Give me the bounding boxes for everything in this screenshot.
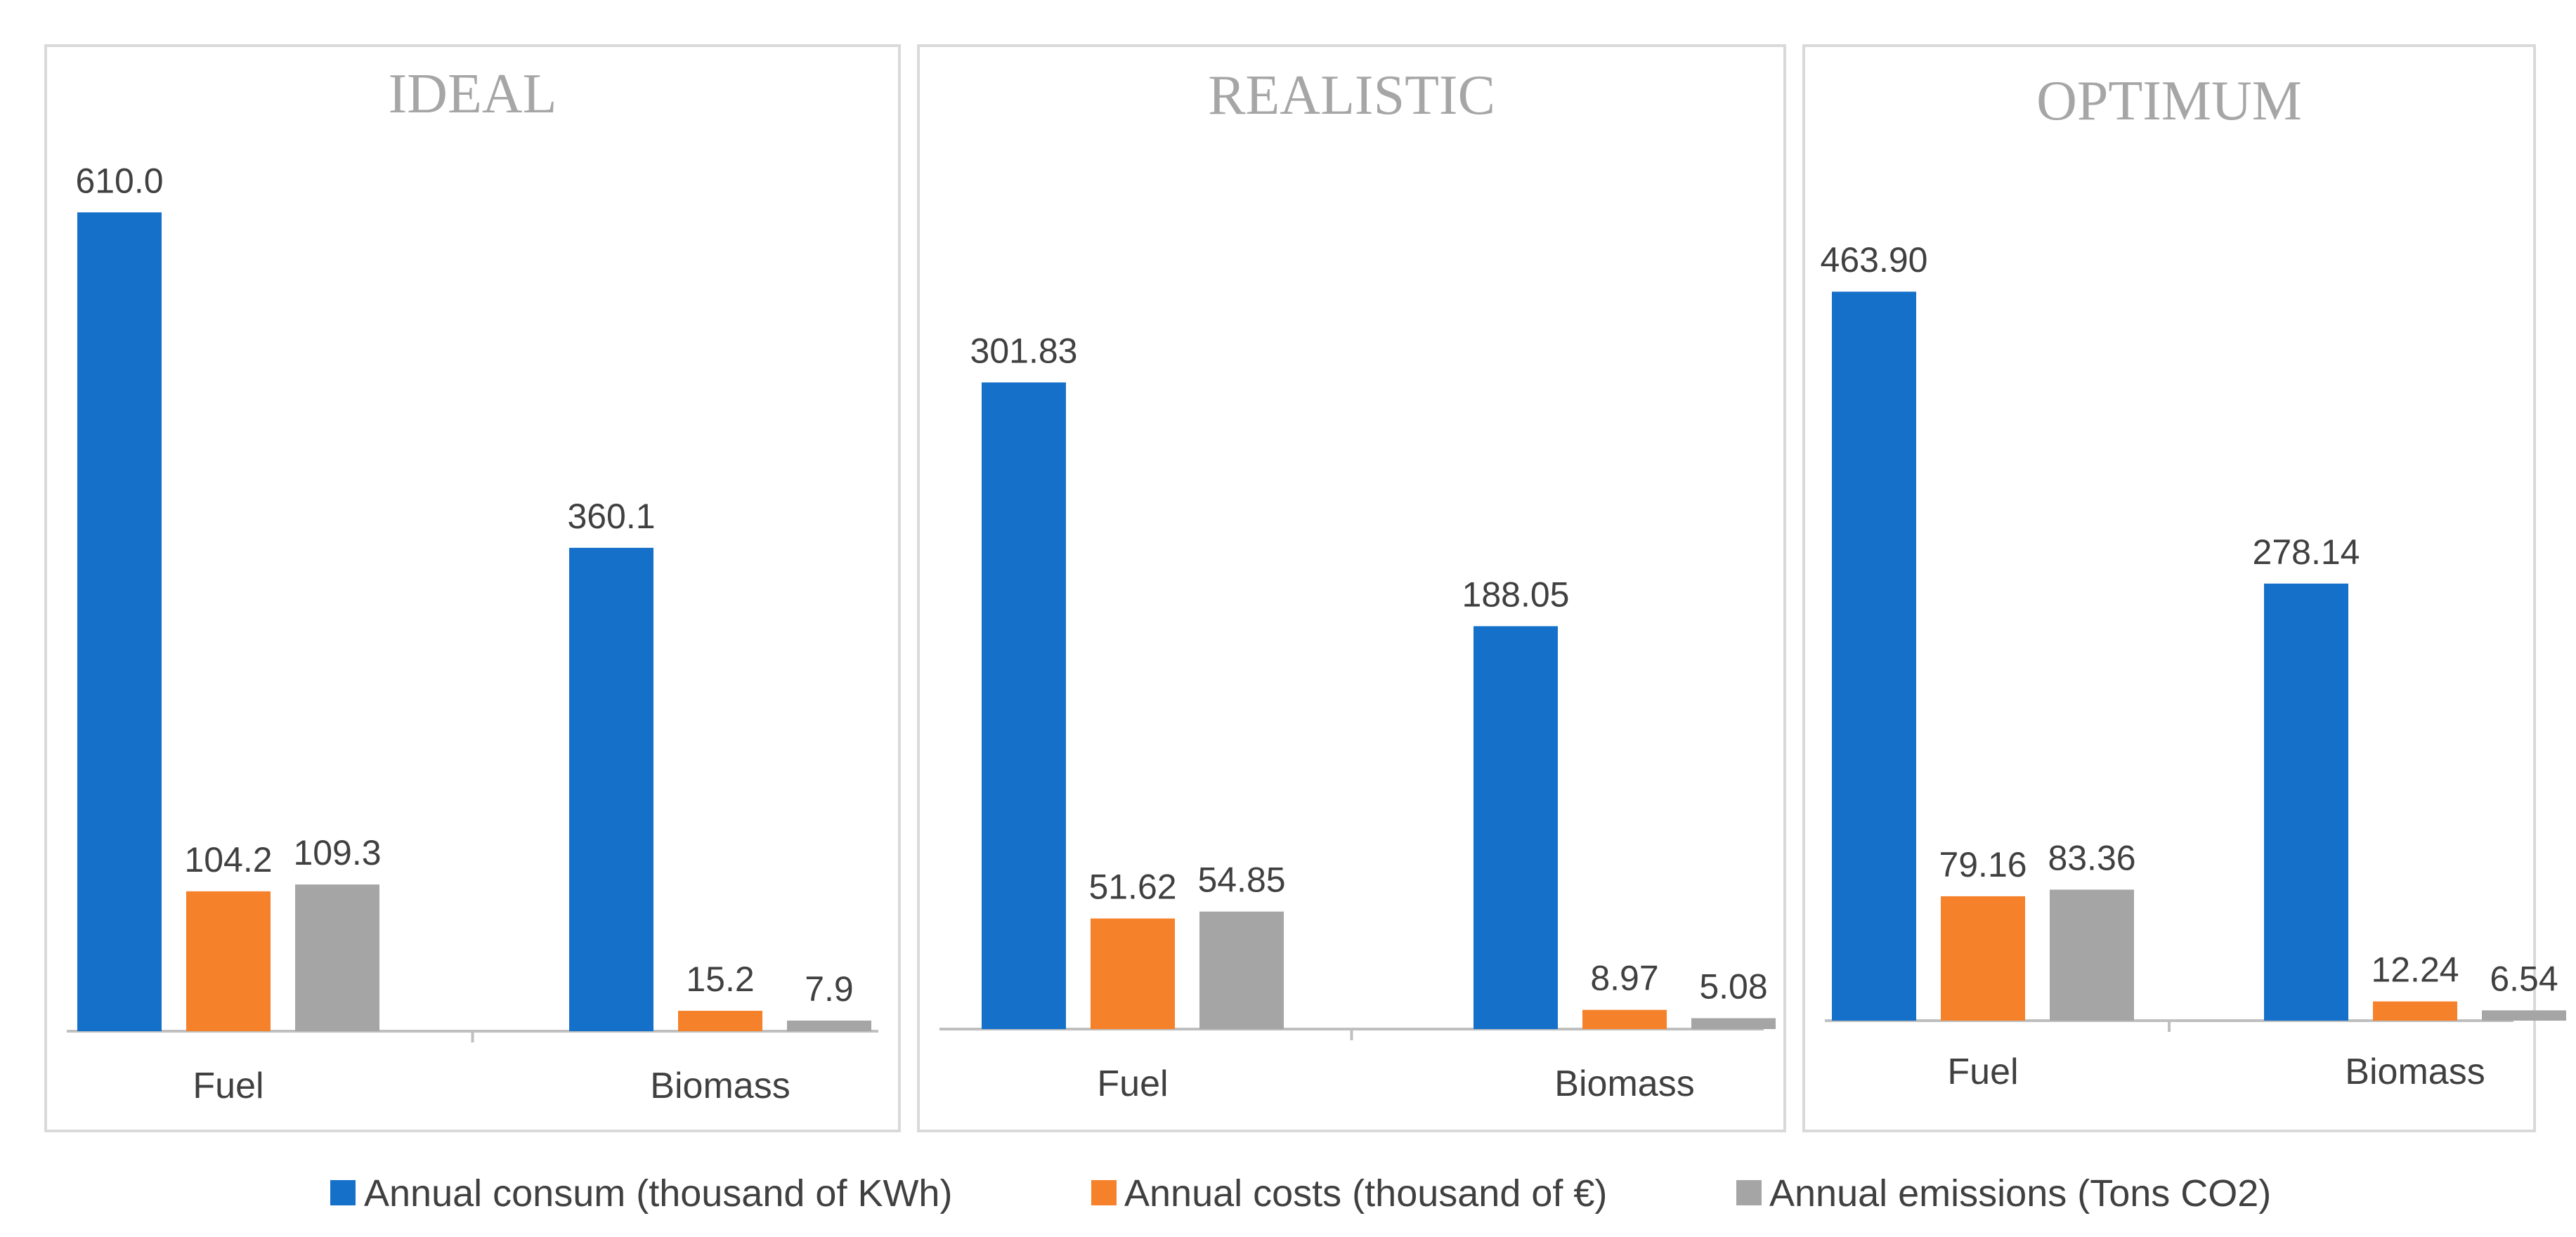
data-label: 278.14: [2253, 532, 2360, 572]
data-label: 51.62: [1088, 868, 1176, 907]
bar-ideal-fuel-series-1: [77, 212, 162, 1031]
bar-realistic-fuel-series-2: [1091, 918, 1175, 1029]
panel-title: IDEAL: [389, 63, 557, 125]
chart-panels: IDEAL 610.0 104.2 109.3 Fuel 360.1 15.2 7.9 Biom…: [44, 44, 2566, 1132]
data-label: 83.36: [2048, 839, 2135, 878]
panel-ideal: IDEAL 610.0 104.2 109.3 Fuel 360.1 15.2 7.9 Biom…: [44, 44, 901, 1132]
bar-optimum-fuel-series-1: [1832, 292, 1916, 1021]
panel-border: [44, 44, 901, 1132]
bar-optimum-fuel-series-3: [2050, 889, 2134, 1021]
bar-realistic-biomass-series-2: [1582, 1009, 1667, 1029]
category-label-biomass: Biomass: [2345, 1052, 2485, 1092]
panel-realistic: REALISTIC 301.83 51.62 54.85 Fuel 188.05 8.97 5…: [917, 44, 1786, 1132]
data-label: 463.90: [1821, 240, 1928, 280]
legend-swatch-costs: [1091, 1180, 1117, 1205]
legend-label-consum: Annual consum (thousand of KWh): [364, 1172, 952, 1215]
bar-optimum-biomass-series-2: [2373, 1001, 2457, 1021]
bar-ideal-biomass-series-1: [569, 547, 653, 1031]
category-label-fuel: Fuel: [1947, 1052, 2018, 1092]
bar-ideal-biomass-series-2: [678, 1010, 762, 1031]
data-label: 104.2: [184, 840, 272, 879]
data-label: 79.16: [1939, 845, 2027, 884]
bar-realistic-fuel-series-3: [1199, 911, 1284, 1029]
bar-realistic-biomass-series-1: [1474, 626, 1558, 1029]
data-label: 54.85: [1197, 860, 1285, 900]
data-label: 109.3: [293, 833, 381, 872]
category-label-biomass: Biomass: [1554, 1063, 1694, 1104]
bar-optimum-fuel-series-2: [1941, 896, 2025, 1021]
panel-optimum: OPTIMUM 463.90 79.16 83.36 Fuel 278.14 12.24 6.…: [1802, 44, 2566, 1132]
data-label: 301.83: [970, 331, 1078, 370]
data-label: 12.24: [2371, 950, 2459, 990]
data-label: 6.54: [2490, 959, 2558, 998]
panel-title: OPTIMUM: [2036, 70, 2302, 132]
legend-swatch-emissions: [1736, 1180, 1762, 1205]
category-label-biomass: Biomass: [650, 1066, 790, 1106]
legend-label-emissions: Annual emissions (Tons CO2): [1769, 1172, 2271, 1215]
bar-optimum-biomass-series-1: [2264, 583, 2348, 1021]
data-label: 188.05: [1462, 575, 1570, 614]
data-label: 8.97: [1590, 959, 1658, 998]
data-label: 360.1: [567, 497, 655, 536]
category-label-fuel: Fuel: [1097, 1063, 1168, 1104]
panel-title: REALISTIC: [1208, 65, 1495, 126]
bar-realistic-fuel-series-1: [982, 382, 1066, 1029]
bar-realistic-biomass-series-3: [1691, 1018, 1776, 1029]
data-label: 5.08: [1699, 967, 1767, 1007]
panel-border: [1802, 44, 2536, 1132]
data-label: 15.2: [686, 960, 754, 999]
data-label: 610.0: [75, 161, 163, 200]
category-label-fuel: Fuel: [193, 1066, 264, 1106]
data-label: 7.9: [805, 969, 854, 1009]
bar-ideal-biomass-series-3: [787, 1020, 871, 1031]
chart-legend: Annual consum (thousand of KWh) Annual c…: [330, 1172, 2271, 1215]
bar-optimum-biomass-series-3: [2482, 1010, 2566, 1021]
bar-ideal-fuel-series-3: [295, 884, 379, 1031]
bar-ideal-fuel-series-2: [186, 891, 271, 1031]
legend-swatch-consum: [330, 1180, 356, 1205]
legend-label-costs: Annual costs (thousand of €): [1124, 1172, 1607, 1215]
